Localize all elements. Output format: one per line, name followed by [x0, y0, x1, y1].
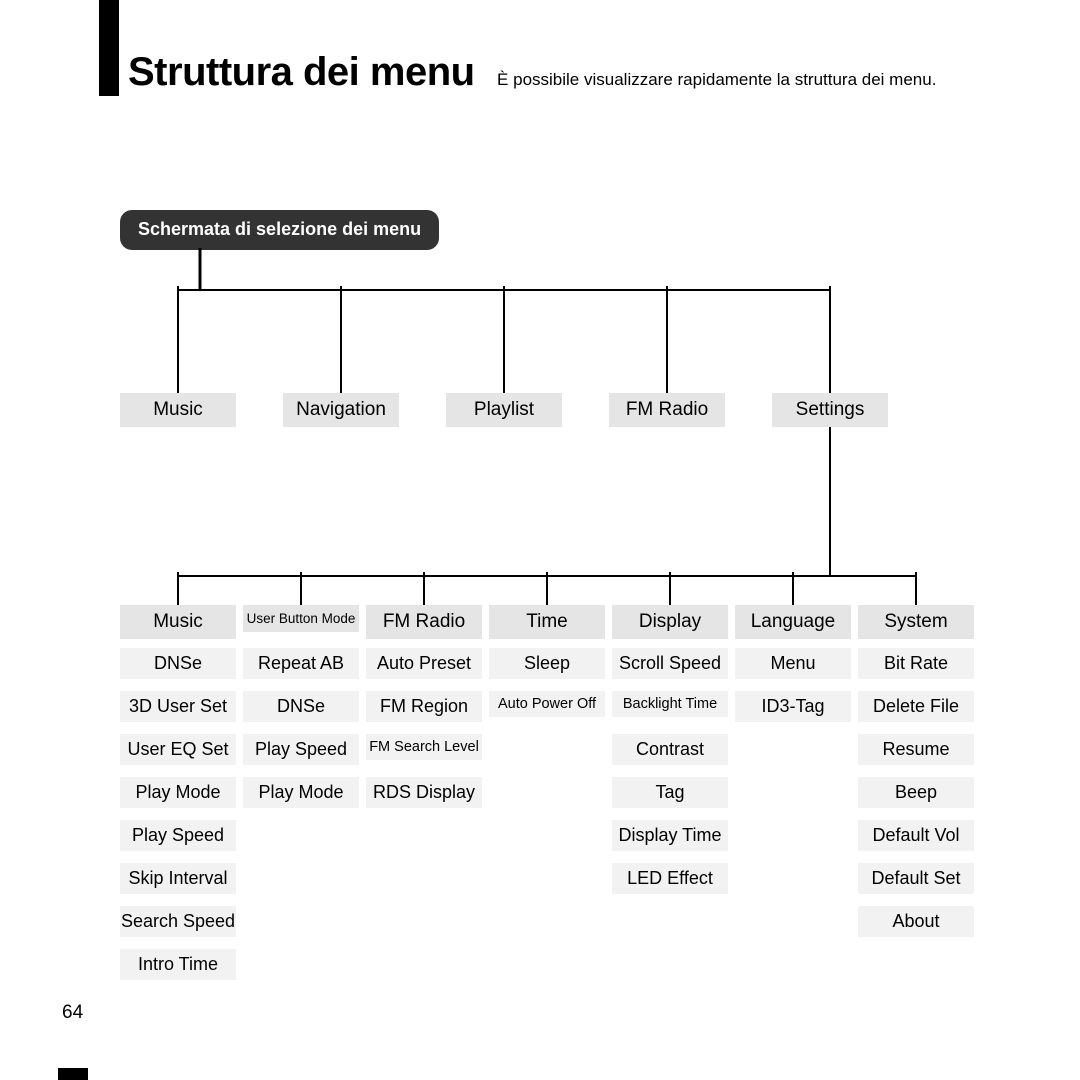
- level2-item: Play Mode: [120, 777, 236, 808]
- level1-node: Navigation: [283, 393, 399, 427]
- level2-item: DNSe: [120, 648, 236, 679]
- level1-node: FM Radio: [609, 393, 725, 427]
- level2-item: Repeat AB: [243, 648, 359, 679]
- level2-item: Default Vol: [858, 820, 974, 851]
- root-pill: Schermata di selezione dei menu: [120, 210, 439, 250]
- level2-header: Time: [489, 605, 605, 639]
- level2-item: DNSe: [243, 691, 359, 722]
- level2-item: About: [858, 906, 974, 937]
- level2-header: FM Radio: [366, 605, 482, 639]
- level2-item: Scroll Speed: [612, 648, 728, 679]
- level2-item: Resume: [858, 734, 974, 765]
- level2-item: FM Search Level: [366, 734, 482, 760]
- level2-item: LED Effect: [612, 863, 728, 894]
- page-title: Struttura dei menu: [128, 50, 475, 94]
- level2-header: Display: [612, 605, 728, 639]
- level2-item: Intro Time: [120, 949, 236, 980]
- level2-header: Music: [120, 605, 236, 639]
- level2-item: Auto Preset: [366, 648, 482, 679]
- level2-item: Beep: [858, 777, 974, 808]
- page-header: Struttura dei menu È possibile visualizz…: [128, 50, 936, 95]
- level2-item: Delete File: [858, 691, 974, 722]
- level2-item: FM Region: [366, 691, 482, 722]
- level2-item: RDS Display: [366, 777, 482, 808]
- level2-item: User EQ Set: [120, 734, 236, 765]
- level2-item: ID3-Tag: [735, 691, 851, 722]
- level2-item: Display Time: [612, 820, 728, 851]
- level2-header: User Button Mode: [243, 605, 359, 632]
- accent-bar-bottom: [58, 1068, 88, 1080]
- level2-item: Bit Rate: [858, 648, 974, 679]
- level1-node: Settings: [772, 393, 888, 427]
- level2-item: Default Set: [858, 863, 974, 894]
- accent-bar-top: [99, 0, 119, 96]
- page-subtitle: È possibile visualizzare rapidamente la …: [497, 70, 936, 89]
- level2-item: Sleep: [489, 648, 605, 679]
- page-number: 64: [62, 1002, 83, 1024]
- level2-item: Search Speed: [120, 906, 236, 937]
- level1-node: Playlist: [446, 393, 562, 427]
- level2-item: Auto Power Off: [489, 691, 605, 717]
- level2-header: Language: [735, 605, 851, 639]
- level2-item: 3D User Set: [120, 691, 236, 722]
- level2-item: Menu: [735, 648, 851, 679]
- level2-item: Contrast: [612, 734, 728, 765]
- level2-item: Backlight Time: [612, 691, 728, 717]
- level2-item: Skip Interval: [120, 863, 236, 894]
- level2-item: Play Speed: [243, 734, 359, 765]
- level2-item: Play Speed: [120, 820, 236, 851]
- level2-header: System: [858, 605, 974, 639]
- level1-node: Music: [120, 393, 236, 427]
- level2-item: Tag: [612, 777, 728, 808]
- level2-item: Play Mode: [243, 777, 359, 808]
